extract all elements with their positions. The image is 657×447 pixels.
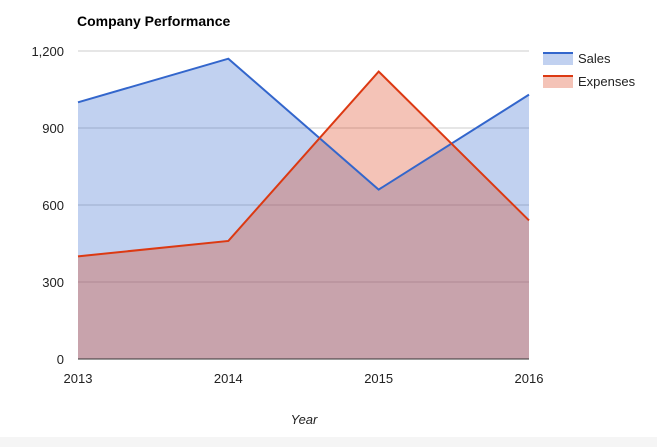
x-tick-label: 2016 [515,371,544,386]
y-tick-label: 1,200 [31,44,64,59]
series-line-expenses [77,70,530,258]
series-area-expenses [78,71,529,360]
y-tick-label: 0 [57,352,64,367]
series-lines [77,57,530,258]
x-tick-label: 2013 [64,371,93,386]
legend-item-sales[interactable]: Sales [543,51,611,66]
legend-item-expenses[interactable]: Expenses [543,74,636,89]
y-tick-label: 900 [42,121,64,136]
legend-label: Sales [578,51,611,66]
legend-label: Expenses [578,74,636,89]
legend-swatch [543,76,573,88]
y-tick-label: 300 [42,275,64,290]
x-axis-title: Year [291,412,318,427]
bottom-strip [0,437,657,447]
series-areas [78,58,529,360]
x-axis-ticks: 2013 2014 2015 2016 [64,371,544,386]
y-tick-label: 600 [42,198,64,213]
x-tick-label: 2014 [214,371,243,386]
y-axis-ticks: 0 300 600 900 1,200 [31,44,64,367]
series-line-sales [77,57,530,191]
x-tick-label: 2015 [364,371,393,386]
chart-title: Company Performance [77,13,230,29]
legend: Sales Expenses [543,51,636,89]
legend-swatch [543,53,573,65]
gridlines [78,50,529,283]
series-area-sales [78,58,529,359]
